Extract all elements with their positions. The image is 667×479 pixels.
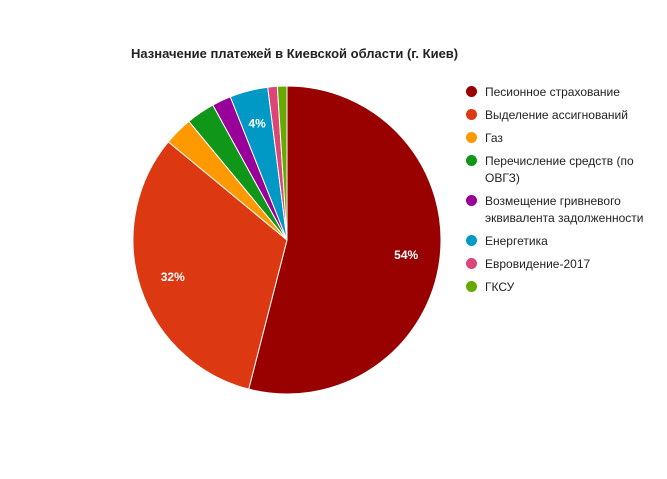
legend-item-5[interactable]: Енергетика [466, 233, 661, 250]
legend-swatch [466, 86, 477, 97]
legend-item-3[interactable]: Перечисление средств (по ОВГЗ) [466, 153, 661, 187]
legend-label: ГКСУ [485, 280, 515, 294]
legend-swatch [466, 132, 477, 143]
legend: Песионное страхование Выделение ассигнова… [466, 84, 661, 302]
slice-data-label-1: 32% [161, 270, 185, 284]
legend-swatch [466, 109, 477, 120]
slice-data-label-5: 4% [248, 117, 266, 131]
legend-item-0[interactable]: Песионное страхование [466, 84, 661, 101]
legend-swatch [466, 281, 477, 292]
legend-label: Песионное страхование [485, 85, 620, 99]
legend-item-7[interactable]: ГКСУ [466, 279, 661, 296]
legend-item-4[interactable]: Возмещение гривневого эквивалента задолж… [466, 193, 661, 227]
slice-data-label-0: 54% [394, 248, 418, 262]
pie-slice-0[interactable] [248, 85, 442, 395]
legend-item-6[interactable]: Евровидение-2017 [466, 256, 661, 273]
legend-label: Возмещение гривневого эквивалента задолж… [485, 194, 644, 225]
legend-swatch [466, 155, 477, 166]
legend-label: Выделение ассигнований [485, 108, 628, 122]
legend-label: Перечисление средств (по ОВГЗ) [485, 154, 634, 185]
legend-item-2[interactable]: Газ [466, 130, 661, 147]
legend-label: Енергетика [485, 234, 548, 248]
legend-swatch [466, 235, 477, 246]
pie-slice-7[interactable] [276, 85, 288, 241]
chart-title: Назначение платежей в Киевской области (… [131, 46, 459, 61]
pie-slice-1[interactable] [132, 141, 288, 390]
legend-label: Евровидение-2017 [485, 257, 591, 271]
legend-label: Газ [485, 131, 503, 145]
legend-swatch [466, 258, 477, 269]
legend-item-1[interactable]: Выделение ассигнований [466, 107, 661, 124]
legend-swatch [466, 195, 477, 206]
